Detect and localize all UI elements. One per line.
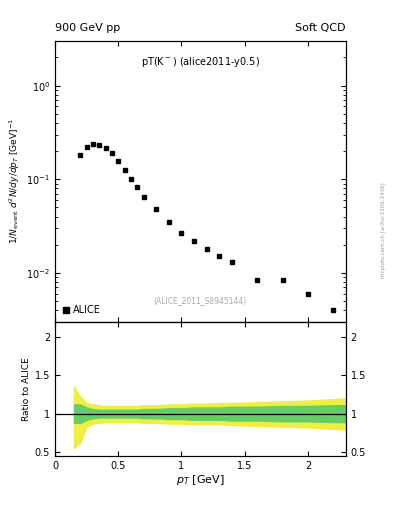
Y-axis label: $1/N_\mathrm{event}$ $d^2N/dy/dp_T$ [GeV]$^{-1}$: $1/N_\mathrm{event}$ $d^2N/dy/dp_T$ [GeV… [8,118,22,244]
Text: mcplots.cern.ch [arXiv:1306.3436]: mcplots.cern.ch [arXiv:1306.3436] [381,183,386,278]
Legend: ALICE: ALICE [60,303,102,317]
Text: pT(K$^-$) (alice2011-y0.5): pT(K$^-$) (alice2011-y0.5) [141,55,260,69]
Text: (ALICE_2011_S8945144): (ALICE_2011_S8945144) [154,296,247,305]
Y-axis label: Ratio to ALICE: Ratio to ALICE [22,357,31,421]
X-axis label: $p_T$ [GeV]: $p_T$ [GeV] [176,473,225,487]
Text: Soft QCD: Soft QCD [296,23,346,33]
Text: 900 GeV pp: 900 GeV pp [55,23,120,33]
